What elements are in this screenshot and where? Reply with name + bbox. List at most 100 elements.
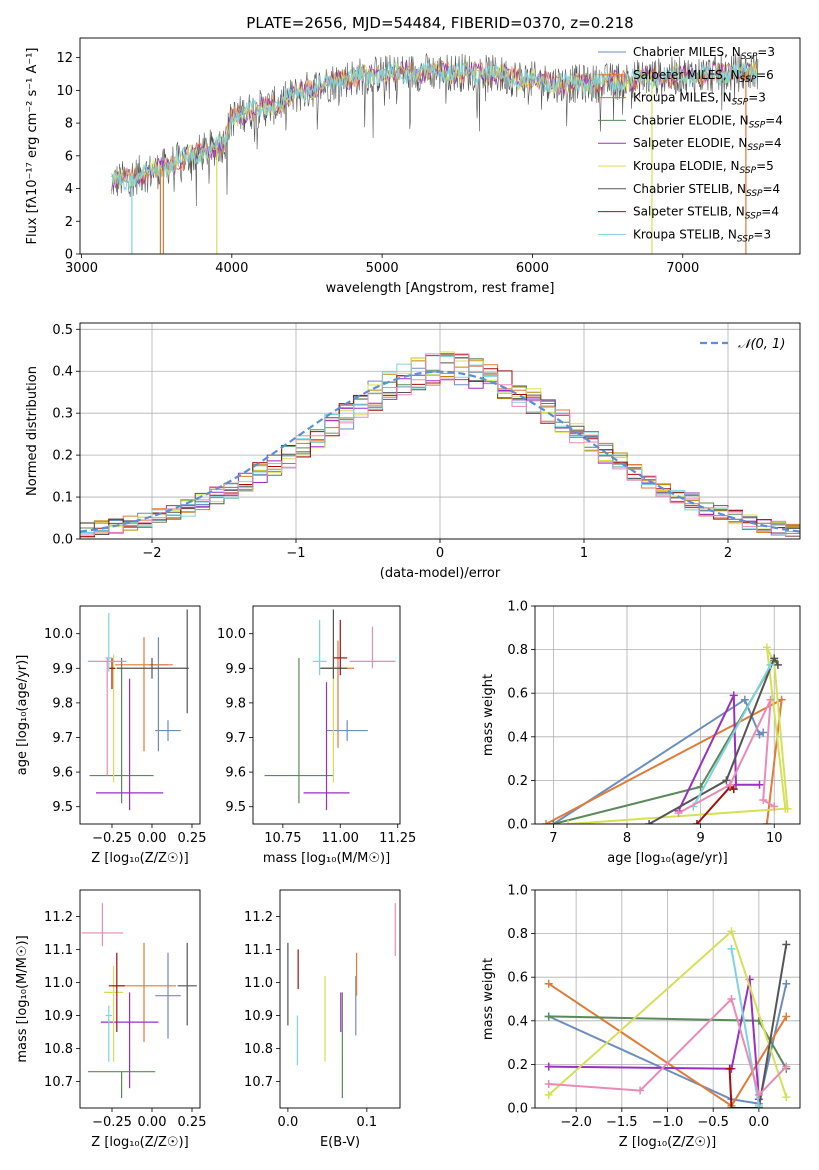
weight-point-marker bbox=[725, 1064, 734, 1073]
errorbar-point bbox=[115, 637, 173, 752]
x-tick-label: −2.0 bbox=[560, 1115, 592, 1130]
weight-series-line bbox=[648, 655, 779, 824]
errorbar-point bbox=[326, 720, 368, 741]
legend-entry-label: Kroupa STELIB, N bbox=[633, 227, 737, 241]
legend-entry-tail: =6 bbox=[756, 68, 774, 82]
y-tick-label: 0.2 bbox=[507, 1058, 528, 1073]
y-tick-label: 11.1 bbox=[44, 943, 73, 958]
weight-point-marker bbox=[564, 820, 573, 824]
errorbar-point bbox=[349, 626, 396, 669]
legend-entry: Salpeter MILES, NSSP=6 bbox=[633, 68, 774, 85]
y-tick-label: 10.7 bbox=[244, 1075, 273, 1090]
y-tick-label: 10.0 bbox=[217, 627, 246, 642]
weight-point-marker bbox=[762, 820, 771, 824]
legend-entry-sub: SSP bbox=[749, 120, 766, 130]
y-tick-label: 1.0 bbox=[507, 600, 528, 615]
model-spectrum-line bbox=[111, 60, 758, 195]
x-axis-label: Z [log₁₀(Z/Z☉)] bbox=[91, 1135, 188, 1150]
errorbar-point bbox=[333, 619, 348, 676]
x-tick-label: 11.25 bbox=[379, 831, 416, 846]
mass-vs-Z-panel bbox=[76, 889, 201, 1112]
errorbar-point bbox=[96, 678, 164, 811]
legend-entry-sub: SSP bbox=[740, 75, 757, 85]
errorbar-point bbox=[107, 654, 120, 783]
weight-point-marker bbox=[727, 927, 736, 936]
legend-entry-tail: =4 bbox=[761, 205, 779, 219]
x-axis-label: age [log₁₀(age/yr)] bbox=[607, 851, 728, 866]
y-tick-label: 0.2 bbox=[507, 774, 528, 789]
weight-point-marker bbox=[782, 940, 791, 949]
x-tick-label: −1 bbox=[286, 546, 305, 561]
y-tick-label: 0.4 bbox=[507, 730, 528, 745]
weight-vs-age-panel bbox=[531, 605, 801, 828]
weight-point-marker bbox=[544, 1090, 553, 1099]
legend-entry-label: Salpeter MILES, N bbox=[633, 68, 740, 82]
x-tick-label: 4000 bbox=[215, 261, 248, 276]
y-tick-label: 0.4 bbox=[507, 1014, 528, 1029]
y-tick-label: 0.8 bbox=[507, 927, 528, 942]
y-tick-label: 0.8 bbox=[507, 643, 528, 658]
y-tick-label: 11.2 bbox=[244, 910, 273, 925]
y-tick-label: 10.9 bbox=[44, 1009, 73, 1024]
x-tick-label: 10.75 bbox=[264, 831, 301, 846]
weight-point-marker bbox=[740, 695, 749, 704]
x-axis-label: E(B-V) bbox=[320, 1135, 360, 1150]
weight-point-marker bbox=[770, 802, 779, 811]
weight-point-marker bbox=[754, 1101, 763, 1108]
y-tick-label: 9.7 bbox=[52, 731, 73, 746]
legend-entry: Kroupa ELODIE, NSSP=5 bbox=[633, 159, 774, 176]
weight-point-marker bbox=[542, 820, 551, 824]
errorbar-point bbox=[89, 657, 154, 804]
weight-series-line bbox=[548, 979, 760, 1100]
x-tick-label: 0 bbox=[436, 546, 444, 561]
age-vs-mass-plot-area bbox=[264, 609, 396, 811]
mass-vs-EBV-plot-area bbox=[287, 903, 396, 1099]
weight-vs-age-axes-frame bbox=[534, 605, 801, 825]
legend-entry-sub: SSP bbox=[737, 234, 754, 244]
errorbar-point bbox=[319, 609, 348, 679]
reference-legend-label: 𝒩(0, 1) bbox=[738, 337, 785, 352]
weight-vs-age-plot-area bbox=[542, 643, 792, 824]
y-tick-label: 10.0 bbox=[44, 627, 73, 642]
x-tick-label: −2 bbox=[142, 546, 161, 561]
y-tick-label: 1.0 bbox=[507, 884, 528, 899]
y-tick-label: 6 bbox=[65, 149, 73, 164]
age-vs-Z-plot-area bbox=[88, 609, 189, 811]
mass-vs-EBV-axes-frame bbox=[279, 889, 401, 1109]
x-tick-label: −0.25 bbox=[92, 831, 132, 846]
weight-point-marker bbox=[674, 809, 683, 818]
y-tick-label: 12 bbox=[56, 51, 73, 66]
y-tick-label: 9.5 bbox=[225, 800, 246, 815]
legend-entry-sub: SSP bbox=[747, 143, 764, 153]
y-tick-label: 9.8 bbox=[52, 696, 73, 711]
x-tick-label: 0.25 bbox=[178, 1115, 207, 1130]
y-tick-label: 0.6 bbox=[507, 687, 528, 702]
weight-point-marker bbox=[766, 660, 775, 669]
errorbar-point bbox=[155, 720, 181, 741]
age-vs-mass-panel bbox=[249, 605, 401, 828]
y-tick-label: 0.4 bbox=[52, 365, 73, 380]
weight-point-marker bbox=[727, 995, 736, 1003]
legend-entry-tail: =4 bbox=[763, 182, 781, 196]
x-tick-label: 0.0 bbox=[749, 1115, 770, 1130]
weight-point-marker bbox=[782, 1012, 791, 1021]
residuals-panel bbox=[76, 322, 801, 543]
legend-entry-label: Salpeter STELIB, N bbox=[633, 205, 745, 219]
weight-point-marker bbox=[782, 1093, 791, 1102]
errorbar-point bbox=[177, 942, 197, 1026]
x-tick-label: 0.25 bbox=[178, 831, 207, 846]
x-tick-label: 2 bbox=[724, 546, 732, 561]
x-axis-label: Z [log₁₀(Z/Z☉)] bbox=[91, 851, 188, 866]
weight-point-marker bbox=[777, 695, 786, 704]
weight-point-marker bbox=[727, 1104, 736, 1108]
errorbar-point bbox=[100, 992, 159, 1089]
weight-point-marker bbox=[544, 1012, 553, 1021]
legend-entry-sub: SSP bbox=[745, 212, 762, 222]
y-tick-label: 11.1 bbox=[244, 943, 273, 958]
weight-point-marker bbox=[759, 728, 768, 737]
weight-point-marker bbox=[729, 785, 738, 794]
y-tick-label: 2 bbox=[65, 215, 73, 230]
legend-entry-sub: SSP bbox=[741, 52, 758, 62]
legend-entry-tail: =3 bbox=[753, 227, 771, 241]
legend-entry-tail: =4 bbox=[765, 113, 783, 127]
